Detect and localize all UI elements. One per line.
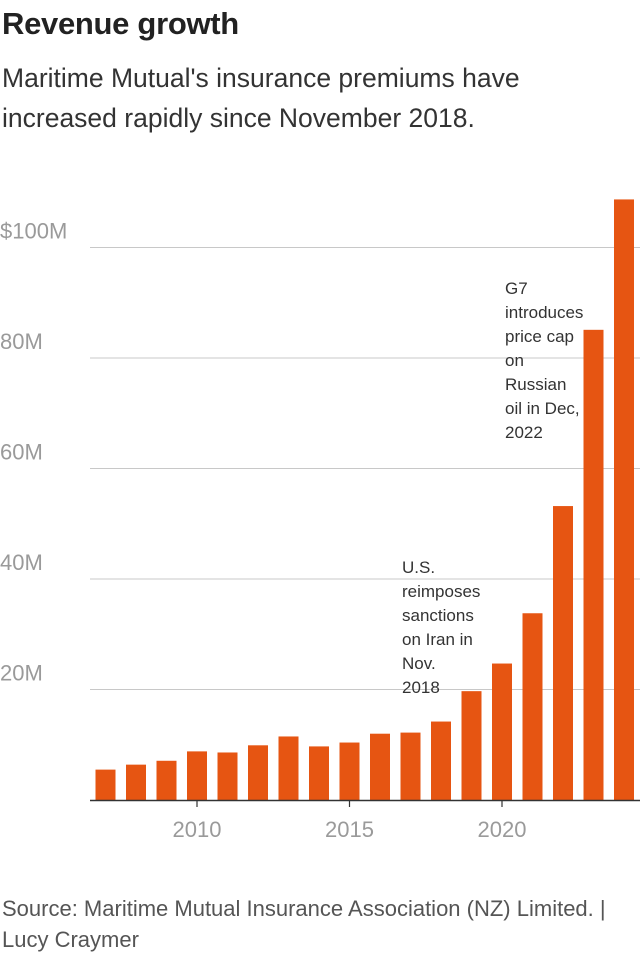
x-tick-label: 2020 [478, 817, 527, 842]
bar-2014 [309, 746, 329, 800]
chart-title: Revenue growth [2, 6, 239, 41]
bar-2023 [583, 329, 604, 800]
x-tick-label: 2010 [173, 817, 222, 842]
source-note: Source: Maritime Mutual Insurance Associ… [2, 896, 606, 952]
bar-2015 [339, 742, 360, 800]
y-tick-label: 60M [0, 440, 43, 465]
chart-subtitle: Maritime Mutual's insurance premiums hav… [2, 63, 520, 133]
x-tick-label: 2015 [325, 817, 374, 842]
bars [95, 199, 634, 800]
bar-2016 [370, 733, 390, 800]
bar-2007 [95, 769, 116, 800]
annotation-2018: U.S. reimposes sanctions on Iran in Nov. 2018 [402, 558, 480, 697]
axes [90, 799, 640, 807]
bar-2010 [187, 751, 207, 800]
bar-2021 [522, 613, 543, 800]
bar-2008 [126, 764, 146, 800]
y-tick-label: 20M [0, 661, 43, 686]
bar-2009 [156, 760, 177, 800]
y-tick-label: $100M [0, 219, 67, 244]
annotation-2022: G7 introduces price cap on Russian oil in Dec… [505, 279, 583, 442]
labels: 20M 40M 60M 80M $100M 2010 2015 2020 [0, 219, 526, 843]
annotations: U.S. reimposes sanctions on Iran in Nov. 2018… [402, 279, 583, 697]
revenue-bar-chart: 20M 40M 60M 80M $100M 2010 2015 2020 U.S. reimpo… [0, 199, 640, 843]
bar-2018 [431, 721, 451, 800]
y-tick-label: 80M [0, 329, 43, 354]
bar-2019 [461, 691, 482, 800]
bar-2013 [278, 736, 299, 800]
bar-2017 [400, 732, 421, 800]
bar-2024 [614, 199, 634, 800]
bar-2022 [553, 506, 573, 800]
bar-2020 [492, 663, 512, 800]
bar-2011 [217, 752, 238, 800]
y-tick-label: 40M [0, 550, 43, 575]
gridlines [90, 247, 640, 690]
bar-2012 [248, 745, 268, 800]
